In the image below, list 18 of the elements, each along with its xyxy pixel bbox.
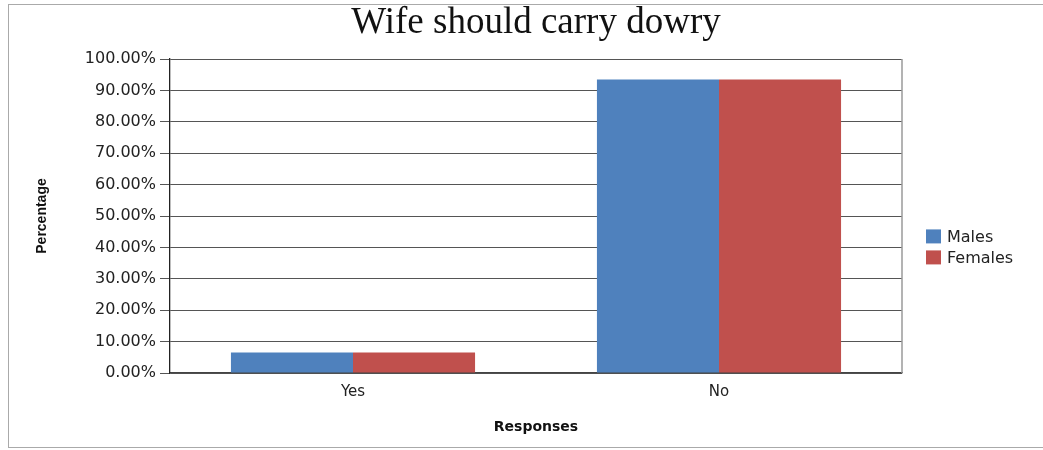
y-axis-title: Percentage — [33, 178, 50, 254]
legend-label: Females — [947, 247, 1014, 267]
y-tick-label: 60.00% — [94, 173, 156, 193]
legend-label: Males — [947, 226, 994, 246]
y-tick-label: 0.00% — [105, 362, 156, 382]
y-tick-label: 10.00% — [94, 330, 156, 350]
x-axis-title: Responses — [493, 418, 579, 435]
y-tick-label: 100.00% — [84, 48, 156, 68]
x-tick-label: Yes — [339, 381, 366, 400]
y-tick-label: 40.00% — [94, 236, 156, 256]
x-tick-label: No — [708, 381, 730, 400]
y-tick-label: 80.00% — [94, 110, 156, 130]
y-tick-label: 20.00% — [94, 299, 156, 319]
y-tick-label: 70.00% — [94, 142, 156, 162]
y-tick-label: 30.00% — [94, 267, 156, 287]
y-tick-label: 90.00% — [94, 79, 156, 99]
y-tick-label: 50.00% — [94, 205, 156, 225]
chart-title: Wife should carry dowry — [351, 0, 722, 41]
